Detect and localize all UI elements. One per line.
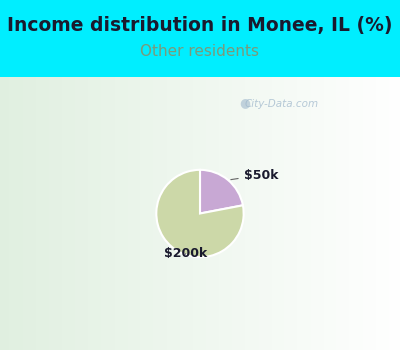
Text: Other residents: Other residents <box>140 44 260 59</box>
Text: $50k: $50k <box>231 169 278 182</box>
Text: $200k: $200k <box>164 247 207 260</box>
Text: Income distribution in Monee, IL (%): Income distribution in Monee, IL (%) <box>7 16 393 35</box>
Text: ●: ● <box>240 97 250 110</box>
Text: City-Data.com: City-Data.com <box>245 99 319 109</box>
Wedge shape <box>200 170 243 214</box>
Wedge shape <box>156 170 244 257</box>
